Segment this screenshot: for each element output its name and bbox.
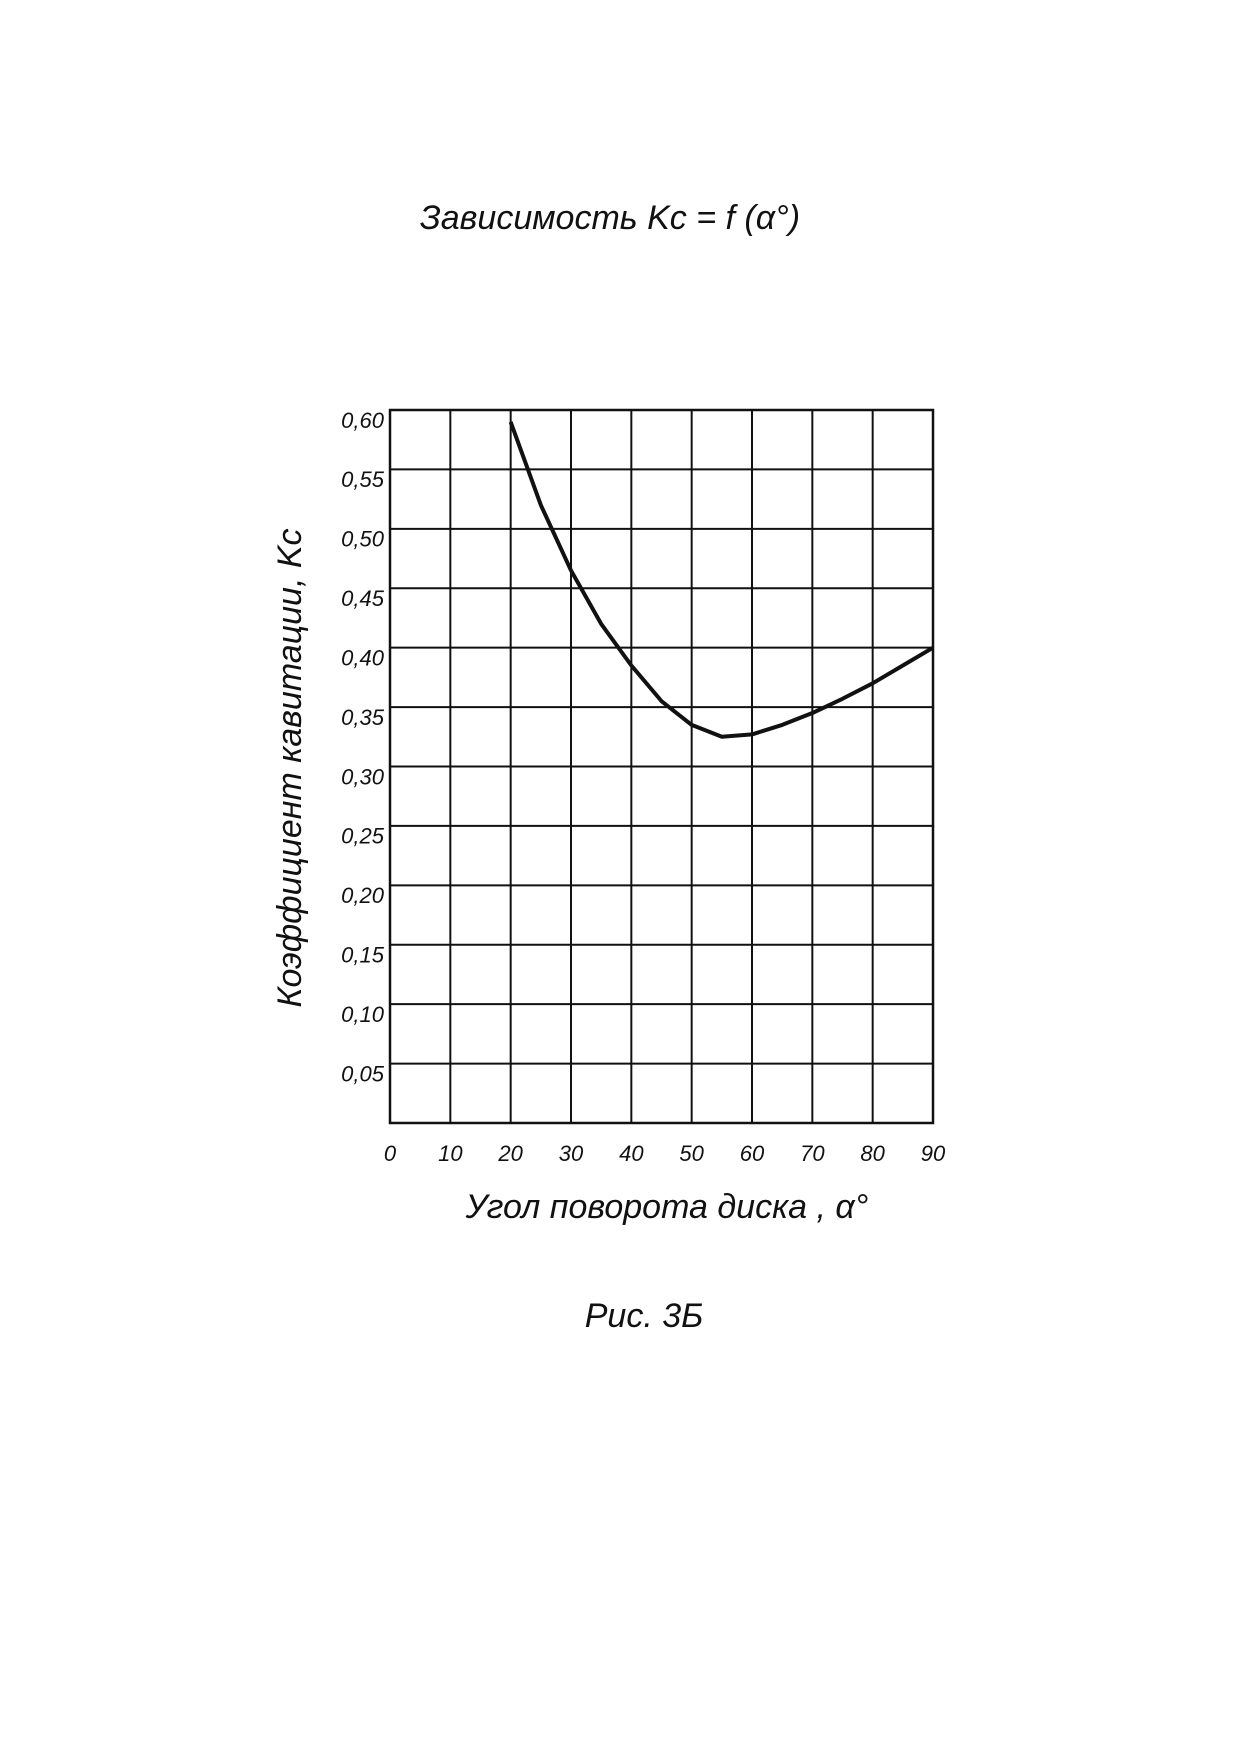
y-tick-label: 0,25 [341,824,385,849]
y-tick-label: 0,30 [341,764,385,789]
y-tick-label: 0,50 [341,527,385,552]
y-tick-label: 0,35 [341,705,385,730]
x-tick-label: 70 [800,1141,825,1166]
y-tick-label: 0,60 [341,408,385,433]
x-tick-label: 40 [619,1141,644,1166]
x-tick-label: 10 [438,1141,463,1166]
x-tick-label: 20 [497,1141,523,1166]
x-tick-label: 60 [740,1141,765,1166]
data-line [508,421,935,739]
x-tick-label: 0 [384,1141,397,1166]
y-tick-label: 0,55 [341,467,385,492]
y-tick-label: 0,40 [341,645,385,670]
caption: Рис. 3Б [585,1297,704,1335]
y-tick-label: 0,20 [341,883,385,908]
x-axis-label: Угол поворота диска , α° [465,1188,869,1226]
y-tick-label: 0,05 [341,1061,385,1086]
x-tick-label: 30 [559,1141,584,1166]
y-tick-label: 0,15 [341,943,385,968]
x-tick-label: 80 [860,1141,885,1166]
chart-title: Зависимость Kc = f (α°) [420,199,800,237]
y-tick-label: 0,45 [341,586,385,611]
y-tick-label: 0,10 [341,1002,385,1027]
x-tick-label: 90 [921,1141,946,1166]
y-axis-label: Коэффициент кавитации, Kc [271,528,309,1007]
x-tick-label: 50 [679,1141,704,1166]
